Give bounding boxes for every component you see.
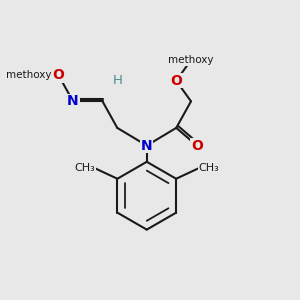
Text: O: O [170, 74, 182, 88]
Text: N: N [141, 139, 153, 153]
Text: O: O [191, 139, 203, 153]
Text: methoxy: methoxy [168, 55, 214, 65]
Text: H: H [112, 74, 122, 87]
Text: N: N [67, 94, 79, 108]
Text: CH₃: CH₃ [198, 164, 219, 173]
Text: methoxy: methoxy [6, 70, 52, 80]
Text: O: O [52, 68, 64, 82]
Text: CH₃: CH₃ [74, 164, 95, 173]
